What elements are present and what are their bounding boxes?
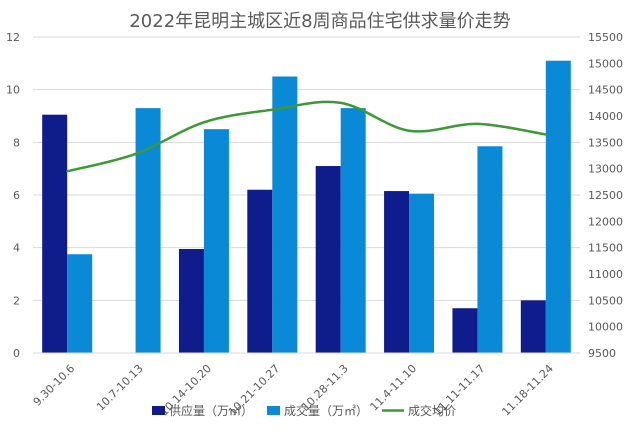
price-point xyxy=(544,133,548,136)
right-y-tick-label: 14000 xyxy=(588,110,623,123)
right-y-tick-label: 14500 xyxy=(588,84,623,97)
legend: 供应量（万㎡） 成交量（万㎡） 成交均价 xyxy=(152,403,456,418)
bar-supply xyxy=(520,300,546,353)
right-y-tick-label: 9500 xyxy=(588,347,616,360)
left-y-tick-label: 2 xyxy=(13,294,20,307)
legend-label: 成交量（万㎡） xyxy=(284,403,368,418)
bar-transaction xyxy=(340,108,366,353)
price-point xyxy=(407,129,411,132)
right-y-tick-label: 15000 xyxy=(588,57,623,70)
bar-supply xyxy=(384,191,410,353)
bar-transaction xyxy=(203,129,229,353)
price-point xyxy=(134,152,137,156)
left-y-axis: 0 2 4 6 8 10 12 xyxy=(6,31,20,360)
right-y-tick-label: 11000 xyxy=(588,268,623,281)
legend-label: 成交均价 xyxy=(408,403,456,418)
left-y-tick-label: 4 xyxy=(13,242,20,255)
right-y-tick-label: 11500 xyxy=(588,242,623,255)
right-y-tick-label: 10000 xyxy=(588,321,623,334)
bar-supply xyxy=(42,114,68,353)
chart-title: 2022年昆明主城区近8周商品住宅供求量价走势 xyxy=(129,11,510,32)
price-point xyxy=(476,122,479,126)
bar-transaction xyxy=(409,193,435,353)
bar-supply xyxy=(315,166,341,353)
left-y-tick-label: 12 xyxy=(6,31,20,44)
price-line-group xyxy=(65,100,548,173)
legend-label: 供应量（万㎡） xyxy=(169,403,253,418)
price-point xyxy=(271,108,274,111)
right-y-tick-label: 12000 xyxy=(588,215,623,228)
left-y-tick-label: 8 xyxy=(13,136,20,149)
price-point xyxy=(339,101,342,105)
price-point xyxy=(65,170,69,173)
left-y-tick-label: 6 xyxy=(13,189,20,202)
bars xyxy=(42,60,571,353)
legend-swatch xyxy=(152,406,165,415)
legend-swatch xyxy=(267,406,281,415)
right-y-tick-label: 15500 xyxy=(588,31,623,44)
bar-transaction xyxy=(272,76,298,353)
bar-transaction xyxy=(67,254,93,353)
right-y-tick-label: 12500 xyxy=(588,189,623,202)
bar-supply xyxy=(452,308,478,353)
bar-supply xyxy=(247,189,273,353)
left-y-tick-label: 10 xyxy=(6,84,20,97)
bar-supply xyxy=(178,248,204,353)
right-y-tick-label: 13500 xyxy=(588,136,623,149)
right-y-axis: 9500 10000 10500 11000 11500 12000 12500 13000 1… xyxy=(588,31,623,360)
price-point xyxy=(202,121,206,124)
bar-transaction xyxy=(545,60,571,353)
right-y-tick-label: 10500 xyxy=(588,294,623,307)
right-y-tick-label: 13000 xyxy=(588,163,623,176)
left-y-tick-label: 0 xyxy=(13,347,20,360)
bar-transaction xyxy=(477,146,503,353)
price-line xyxy=(66,100,547,173)
